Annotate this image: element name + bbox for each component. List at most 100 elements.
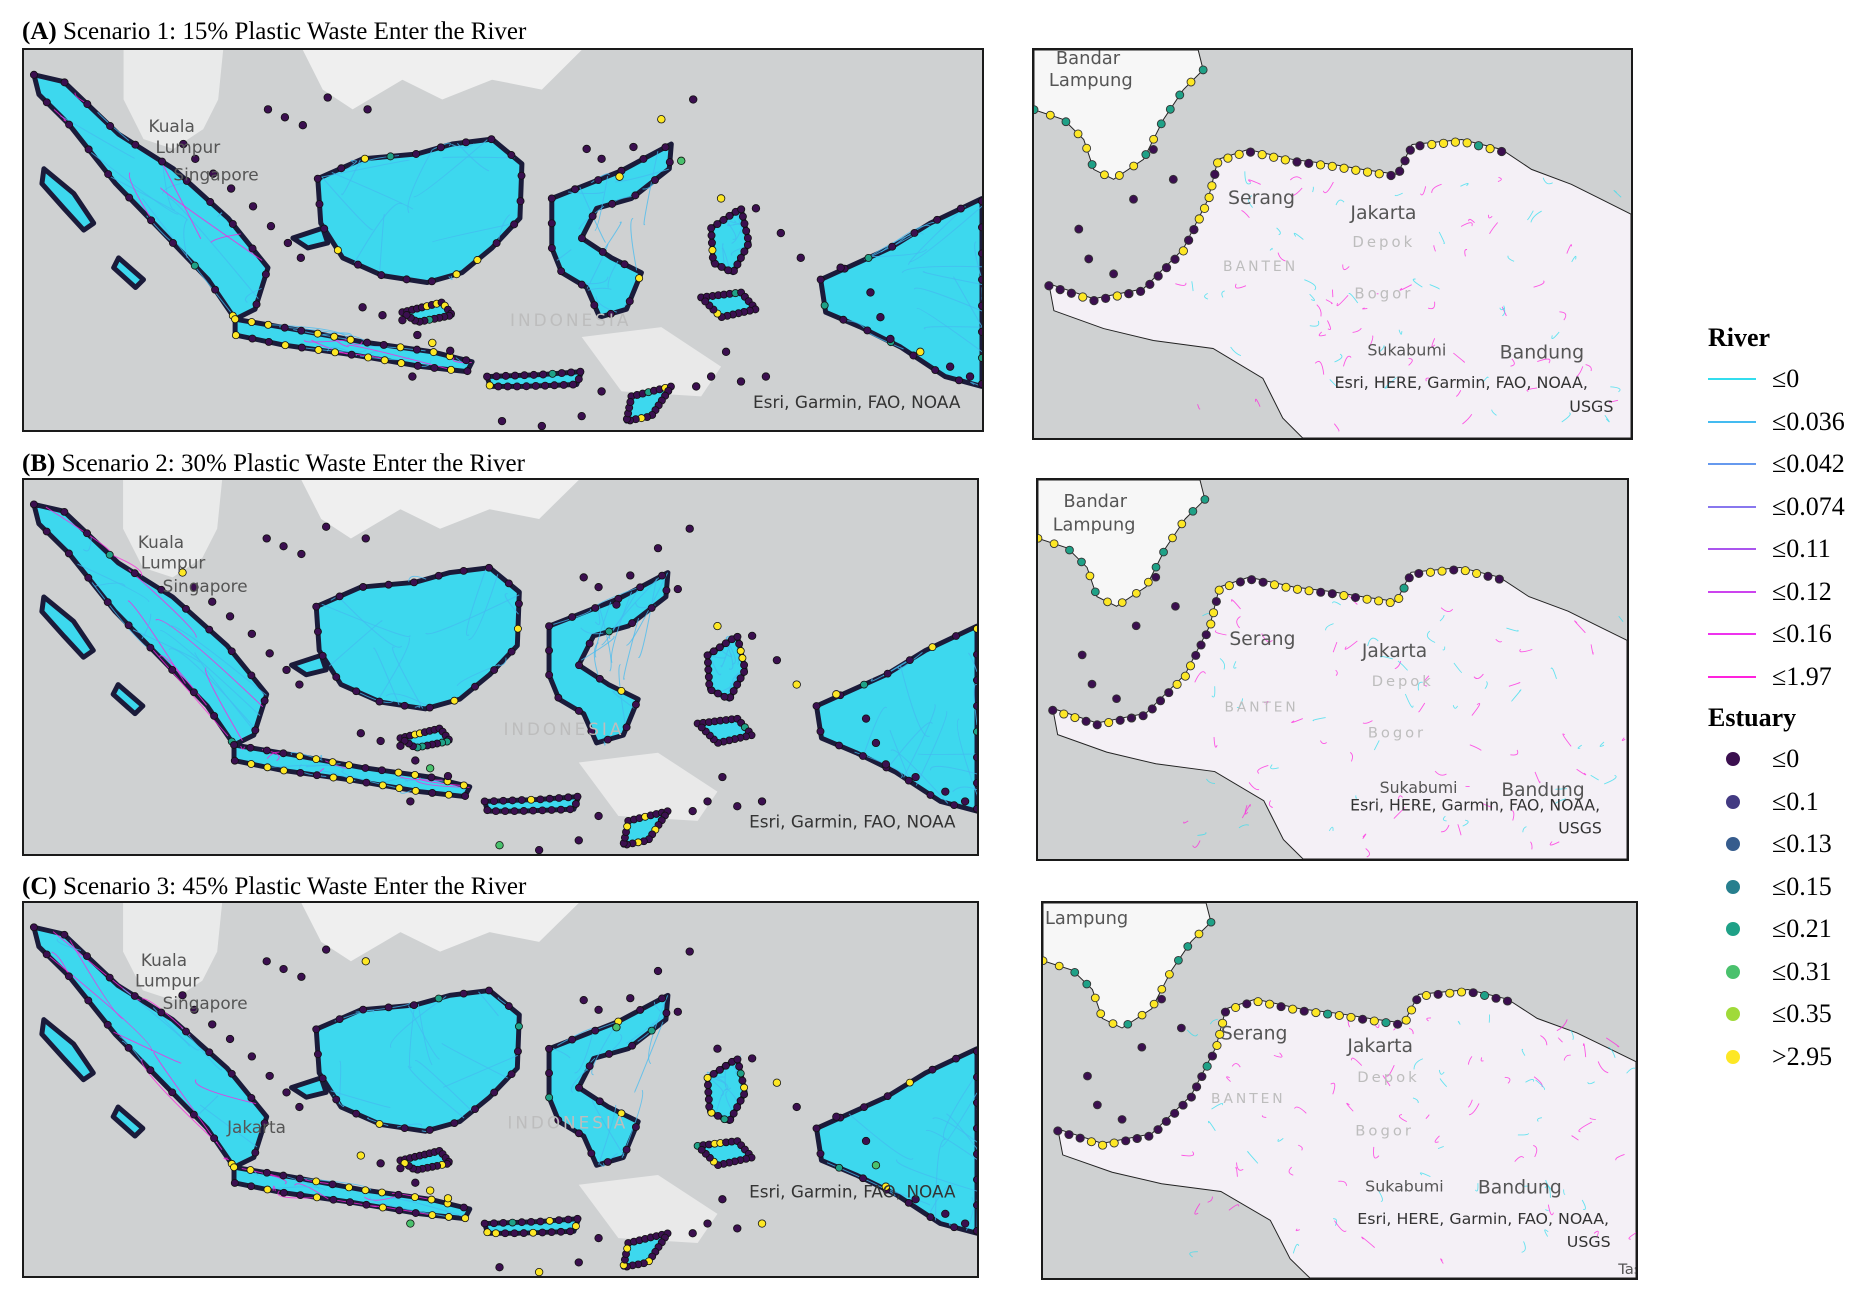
river-line [223, 1157, 230, 1161]
estuary-point [1460, 566, 1470, 576]
river-line [1320, 740, 1327, 745]
estuary-point [545, 622, 554, 630]
estuary-point [1155, 696, 1166, 706]
river-line [425, 594, 520, 635]
estuary-point [1206, 619, 1216, 629]
estuary-point [1186, 1092, 1196, 1102]
estuary-point [1207, 1051, 1217, 1061]
estuary-point [692, 382, 701, 391]
river-line [1365, 848, 1370, 858]
estuary-point [461, 792, 470, 800]
estuary-point [1096, 1009, 1106, 1018]
estuary-point [816, 275, 825, 284]
map-c-indonesia[interactable]: Kuala Lumpur Singapore Jakarta INDONESIA… [22, 901, 979, 1278]
river-line [1314, 360, 1325, 375]
estuary-point [430, 363, 439, 372]
river-line [1440, 1258, 1444, 1264]
estuary-point [816, 727, 825, 736]
river-line [1293, 232, 1304, 240]
map-c-java[interactable]: Lampung Serang Jakarta Depok BANTEN Bogo… [1041, 901, 1638, 1280]
estuary-point [1494, 574, 1504, 584]
estuary-point [1304, 586, 1314, 596]
river-line [1362, 720, 1373, 724]
legend-dot-swatch [1726, 752, 1740, 767]
estuary-point [751, 204, 761, 213]
river-line [159, 655, 207, 706]
estuary-point [1153, 1125, 1163, 1135]
estuary-point [636, 1006, 645, 1014]
estuary-point [296, 253, 306, 262]
estuary-point [871, 738, 881, 748]
estuary-point [1265, 999, 1275, 1009]
estuary-point [735, 1062, 744, 1071]
estuary-point [733, 1103, 742, 1111]
estuary-point [279, 749, 288, 758]
river-line [168, 197, 259, 299]
estuary-point [1151, 572, 1161, 582]
river-line [1382, 1075, 1391, 1087]
estuary-point [1084, 254, 1094, 264]
estuary-point [1201, 630, 1211, 640]
estuary-point [881, 1182, 891, 1191]
island-landmass [290, 225, 331, 251]
river-line [1398, 329, 1403, 335]
estuary-point [1121, 1136, 1131, 1146]
map-b-indonesia[interactable]: Kuala Lumpur Singapore INDONESIA Esri, G… [22, 478, 979, 856]
estuary-point [321, 522, 331, 531]
map-a-java[interactable]: Bandar Lampung Serang Jakarta Depok BANT… [1032, 48, 1633, 440]
label-bandar: Bandar [1056, 50, 1121, 69]
estuary-point [205, 625, 214, 634]
estuary-point [205, 1048, 214, 1057]
map-b-indonesia-svg: Kuala Lumpur Singapore INDONESIA Esri, G… [29, 480, 977, 854]
river-line [907, 205, 966, 265]
river-line [1628, 1232, 1636, 1240]
river-line [643, 151, 659, 226]
estuary-point [792, 680, 801, 689]
estuary-point [1064, 1130, 1074, 1140]
river-line [1408, 357, 1413, 366]
estuary-point [725, 211, 734, 220]
estuary-point [333, 246, 342, 255]
estuary-point [335, 1015, 344, 1023]
estuary-point [312, 771, 321, 780]
river-line [407, 149, 433, 214]
estuary-point [1092, 1100, 1102, 1110]
estuary-point [297, 343, 306, 352]
estuary-point [513, 382, 522, 391]
river-line [579, 187, 607, 243]
estuary-point [628, 1041, 637, 1050]
river-line [1413, 1058, 1423, 1070]
estuary-point [1132, 1134, 1142, 1143]
estuary-point [536, 1217, 545, 1226]
estuary-point [266, 221, 276, 231]
estuary-point [1112, 291, 1122, 301]
river-line [1540, 1035, 1548, 1046]
estuary-point [1164, 688, 1174, 698]
river-line [1230, 346, 1242, 357]
estuary-point [1186, 77, 1196, 87]
river-line [1460, 222, 1473, 227]
river-line [1295, 1228, 1300, 1232]
river-line [935, 1139, 946, 1221]
river-line [930, 765, 977, 775]
map-attribution-2: USGS [1569, 397, 1613, 416]
estuary-point [547, 1228, 556, 1236]
legend-label: ≤0.042 [1772, 449, 1845, 479]
map-a-indonesia[interactable]: Kuala Lumpur Singapore INDONESIA Esri, G… [22, 48, 984, 432]
estuary-point [1234, 149, 1244, 159]
river-line [1510, 749, 1519, 756]
river-line [601, 587, 640, 646]
estuary-point [84, 573, 93, 582]
river-line [941, 1092, 977, 1148]
map-a-java-svg: Bandar Lampung Serang Jakarta Depok BANT… [1034, 50, 1631, 438]
estuary-point [208, 1020, 217, 1029]
island-landmass [313, 565, 522, 712]
label-bogor: Bogor [1354, 285, 1413, 303]
estuary-point [1055, 284, 1065, 295]
timor-landmass [578, 752, 718, 821]
river-line [1289, 176, 1302, 181]
estuary-point [585, 1062, 594, 1070]
estuary-point [576, 367, 585, 376]
estuary-point [536, 795, 545, 804]
map-b-java[interactable]: Bandar Lampung Serang Jakarta Depok BANT… [1036, 478, 1629, 861]
